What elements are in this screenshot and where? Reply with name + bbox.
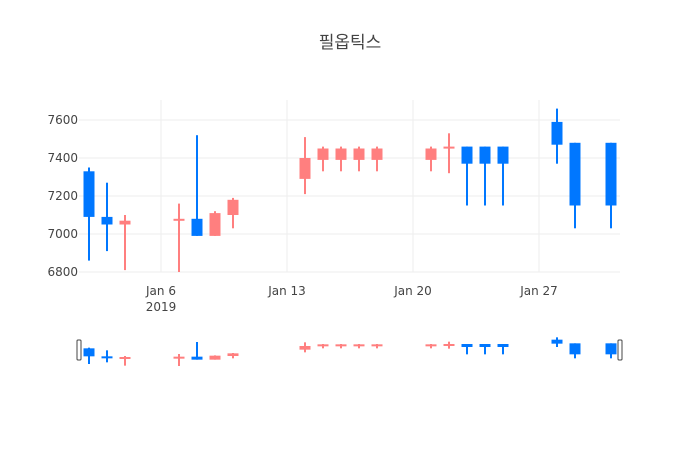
mini-candle [497, 344, 509, 355]
mini-candle [605, 343, 617, 359]
y-axis: 6800 7000 7200 7400 7600 [47, 113, 78, 279]
candles[interactable] [83, 108, 617, 272]
candle[interactable] [605, 142, 617, 229]
mini-candle [425, 344, 437, 349]
mini-candle [461, 344, 473, 355]
mini-candle [569, 343, 581, 359]
x-tick-label: Jan 20 [393, 284, 432, 298]
y-tick-label: 7200 [47, 189, 78, 203]
mini-candle [479, 344, 491, 355]
candle[interactable] [497, 146, 509, 206]
mini-candle [371, 344, 383, 349]
y-tick-label: 7400 [47, 151, 78, 165]
mini-candle [209, 355, 221, 360]
mini-candle [227, 353, 239, 359]
candle[interactable] [191, 135, 203, 236]
candle[interactable] [425, 146, 437, 172]
candle[interactable] [101, 182, 113, 252]
candle[interactable] [443, 133, 455, 174]
mini-candle [191, 342, 203, 360]
y-tick-label: 7600 [47, 113, 78, 127]
x-axis: Jan 6 2019 Jan 13 Jan 20 Jan 27 [145, 284, 558, 314]
x-tick-label: Jan 13 [267, 284, 306, 298]
candle[interactable] [317, 146, 329, 172]
mini-candle [101, 350, 113, 363]
x-tick-year: 2019 [146, 300, 177, 314]
range-slider-right-handle[interactable] [617, 339, 623, 361]
range-slider[interactable] [76, 337, 623, 366]
mini-candle [317, 344, 329, 349]
chart-title: 필옵틱스 [319, 33, 382, 53]
candle[interactable] [335, 146, 347, 172]
mini-candle [173, 354, 185, 366]
candle[interactable] [299, 137, 311, 195]
x-tick-label: Jan 6 [145, 284, 176, 298]
y-tick-label: 6800 [47, 265, 78, 279]
candle[interactable] [461, 146, 473, 206]
mini-candle [443, 341, 455, 349]
candle[interactable] [371, 146, 383, 172]
candle[interactable] [83, 167, 95, 261]
candle[interactable] [569, 142, 581, 229]
mini-candle [551, 337, 563, 347]
candle[interactable] [353, 146, 365, 172]
candle[interactable] [173, 203, 185, 272]
mini-candle [335, 344, 347, 349]
range-slider-left-handle[interactable] [76, 339, 82, 361]
candle[interactable] [479, 146, 491, 206]
candle[interactable] [209, 211, 221, 236]
mini-candle [119, 356, 131, 366]
candle[interactable] [119, 215, 131, 271]
y-tick-label: 7000 [47, 227, 78, 241]
mini-candle [353, 344, 365, 349]
gridlines [79, 100, 620, 273]
candle[interactable] [551, 108, 563, 164]
mini-candle [299, 342, 311, 353]
mini-candle [83, 347, 95, 364]
x-tick-label: Jan 27 [519, 284, 558, 298]
candle[interactable] [227, 197, 239, 229]
